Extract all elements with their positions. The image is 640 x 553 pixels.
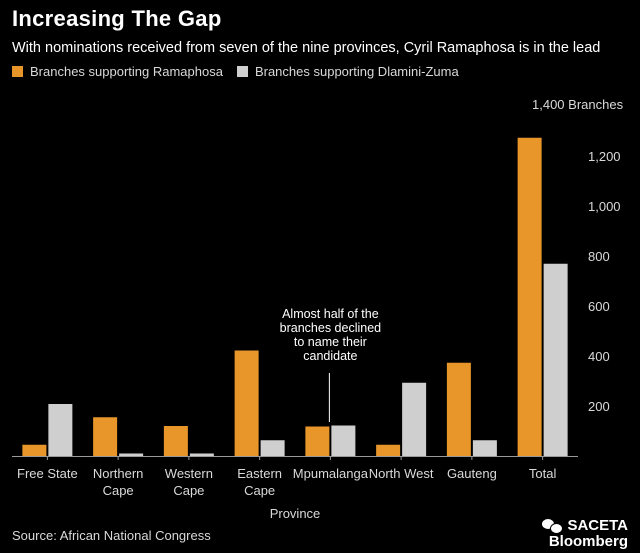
bar-dlamini-zuma [189, 453, 214, 456]
bar-dlamini-zuma [331, 425, 356, 456]
logo: SACETA Bloomberg [542, 518, 628, 550]
y-tick-label: 400 [588, 349, 610, 364]
bar-dlamini-zuma [402, 382, 427, 456]
y-tick-label: 1,200 [588, 149, 621, 164]
bar-dlamini-zuma [119, 453, 144, 456]
annotation-text: Almost half of the branches declined to na… [280, 307, 382, 363]
x-tick-label: Western Cape [165, 466, 213, 498]
x-tick-label: Eastern Cape [237, 466, 282, 498]
bar-ramaphosa [376, 444, 401, 456]
bar-dlamini-zuma [472, 440, 497, 456]
legend-label-dlamini-zuma: Branches supporting Dlamini-Zuma [254, 64, 459, 79]
bar-ramaphosa [93, 417, 118, 456]
x-axis-label: Province [270, 506, 321, 521]
legend: Branches supporting Ramaphosa Branches s… [12, 64, 473, 79]
wechat-icon [542, 519, 564, 534]
x-tick-label: Northern Cape [93, 466, 144, 498]
logo-line2: Bloomberg [548, 533, 628, 550]
x-tick-label: Mpumalanga [293, 466, 369, 481]
bar-ramaphosa [22, 444, 47, 456]
y-tick-label: 600 [588, 299, 610, 314]
bar-ramaphosa [234, 350, 259, 456]
bar-dlamini-zuma [260, 440, 285, 456]
bar-ramaphosa [517, 137, 542, 456]
chart-title: Increasing The Gap [12, 6, 222, 31]
x-tick-label: North West [369, 466, 434, 481]
x-tick-label: Gauteng [447, 466, 497, 481]
legend-item-dlamini-zuma: Branches supporting Dlamini-Zuma [236, 64, 459, 79]
source-note: Source: African National Congress [12, 528, 211, 543]
bar-dlamini-zuma [48, 404, 73, 456]
bar-ramaphosa [305, 426, 330, 456]
y-axis-max-label: 1,400 Branches [532, 97, 624, 112]
bar-ramaphosa [446, 362, 471, 456]
y-tick-label: 1,000 [588, 199, 621, 214]
chart-subtitle: With nominations received from seven of … [12, 40, 601, 56]
bar-ramaphosa [163, 426, 188, 456]
logo-line1: SACETA [567, 517, 628, 534]
legend-label-ramaphosa: Branches supporting Ramaphosa [30, 64, 223, 79]
bar-dlamini-zuma [543, 263, 568, 456]
y-tick-label: 800 [588, 249, 610, 264]
x-tick-label: Free State [17, 466, 78, 481]
legend-swatch-ramaphosa [12, 66, 23, 77]
legend-item-ramaphosa: Branches supporting Ramaphosa [12, 64, 223, 79]
legend-swatch-dlamini-zuma [236, 66, 248, 77]
x-tick-label: Total [529, 466, 557, 481]
y-tick-label: 200 [588, 399, 610, 414]
